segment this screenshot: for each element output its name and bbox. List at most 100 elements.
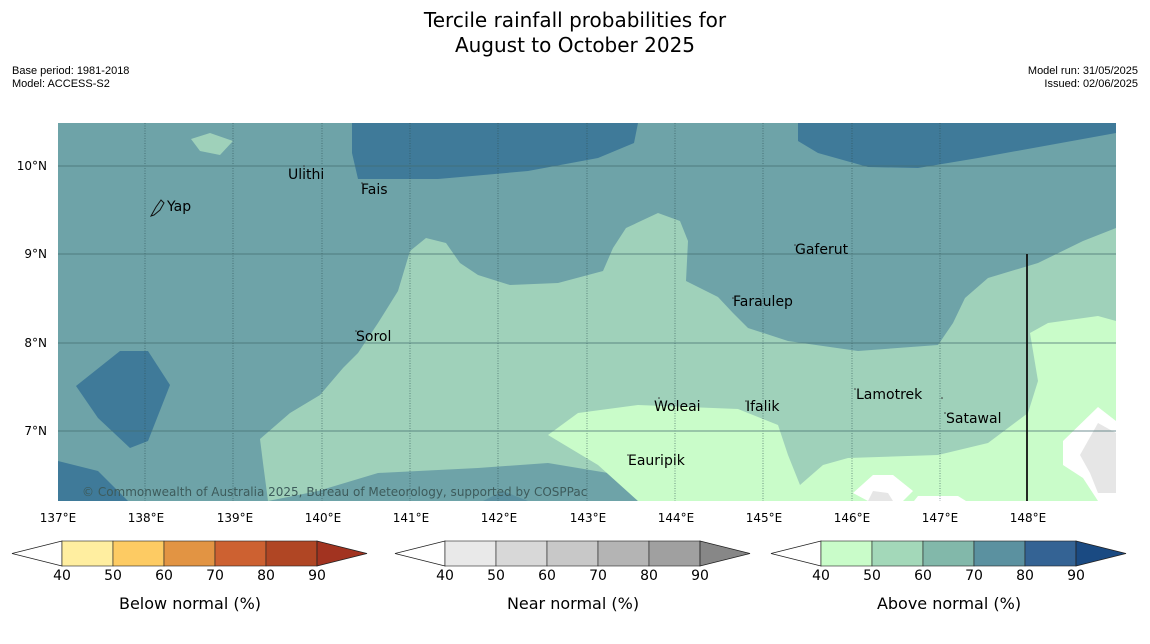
lon-label-146e: 146°E	[833, 511, 871, 525]
legend-below-normal: Below normal (%) 40 50 60 70 80 90	[10, 538, 370, 628]
colorbar-segment	[163, 540, 216, 567]
lat-label-8n: 8°N	[24, 336, 47, 350]
region-above-70-80-southwest	[58, 461, 128, 501]
chart-title: Tercile rainfall probabilities for Augus…	[0, 8, 1150, 58]
lon-label-144e: 144°E	[657, 511, 695, 525]
colorbar-extend-high	[316, 540, 368, 567]
colorbar-tick-label: 50	[104, 568, 122, 584]
place-yap: Yap	[167, 199, 192, 215]
colorbar-segment	[61, 540, 114, 567]
colorbar-tick-label: 70	[206, 568, 224, 584]
colorbar-extend-high	[699, 540, 751, 567]
place-woleai: Woleai	[654, 399, 701, 415]
lat-label-10n: 10°N	[16, 159, 47, 173]
region-above-70-80-west	[76, 351, 170, 448]
colorbar-segment	[214, 540, 267, 567]
colorbar-segment	[1024, 540, 1077, 567]
place-ulithi: Ulithi	[288, 167, 325, 183]
place-fais: Fais	[361, 182, 388, 198]
colorbar-extend-high	[1075, 540, 1127, 567]
colorbar-extend-low	[394, 540, 446, 567]
region-above-70-80-northeast	[798, 123, 1116, 168]
region-above-50-60	[260, 213, 1116, 501]
colorbar-segment	[820, 540, 873, 567]
place-eauripik: Eauripik	[628, 453, 685, 469]
lon-label-141e: 141°E	[392, 511, 430, 525]
model-name: Model: ACCESS-S2	[12, 78, 110, 90]
region-above-40-50	[548, 316, 1116, 501]
lon-label-139e: 139°E	[216, 511, 254, 525]
colorbar-segment	[922, 540, 975, 567]
colorbar-tick-label: 70	[589, 568, 607, 584]
lon-label-137e: 137°E	[39, 511, 77, 525]
place-faraulep: Faraulep	[733, 294, 793, 310]
place-satawal: Satawal	[946, 411, 1002, 427]
longitude-grid	[144, 123, 941, 501]
legend-title-below: Below normal (%)	[118, 594, 262, 613]
colorbar-segment	[871, 540, 924, 567]
colorbar-extend-low	[770, 540, 822, 567]
region-above-50-60-patch	[191, 133, 233, 155]
colorbar-segment	[597, 540, 650, 567]
colorbar-tick-label: 90	[308, 568, 326, 584]
colorbar-tick-label: 90	[691, 568, 709, 584]
lat-label-9n: 9°N	[24, 247, 47, 261]
model-run: Model run: 31/05/2025	[1027, 65, 1138, 77]
latitude-grid	[58, 165, 1116, 432]
colorbar-tick-label: 60	[155, 568, 173, 584]
region-near-white-1	[853, 475, 913, 501]
colorbar-segment	[495, 540, 548, 567]
colorbar-tick-label: 40	[812, 568, 830, 584]
region-near-normal-2	[1080, 423, 1116, 493]
map-canvas	[58, 123, 1116, 501]
base-period: Base period: 1981-2018	[12, 65, 130, 77]
colorbar-tick-label: 60	[538, 568, 556, 584]
colorbar-near-normal	[394, 540, 751, 567]
colorbar-tick-label: 80	[257, 568, 275, 584]
colorbar-tick-label: 40	[53, 568, 71, 584]
colorbar-above-normal	[770, 540, 1127, 567]
colorbar-below-normal	[11, 540, 368, 567]
colorbar-segment	[973, 540, 1026, 567]
colorbar-tick-label: 80	[1016, 568, 1034, 584]
colorbar-tick-label: 90	[1067, 568, 1085, 584]
meta-right: Model run: 31/05/2025 Issued: 02/06/2025	[1028, 65, 1138, 91]
lon-label-148e: 148°E	[1009, 511, 1047, 525]
title-line-1: Tercile rainfall probabilities for	[423, 8, 727, 32]
copyright-notice: © Commonwealth of Australia 2025, Bureau…	[82, 485, 588, 499]
region-near-normal-1	[868, 491, 893, 501]
lon-label-147e: 147°E	[921, 511, 959, 525]
colorbar-segment	[265, 540, 318, 567]
colorbar-segment	[112, 540, 165, 567]
island-markers	[303, 165, 946, 456]
lat-label-7n: 7°N	[24, 424, 47, 438]
lon-label-138e: 138°E	[127, 511, 165, 525]
colorbar-segment	[546, 540, 599, 567]
place-gaferut: Gaferut	[795, 242, 849, 258]
legend-above-normal: Above normal (%) 40 50 60 70 80 90	[769, 538, 1129, 628]
colorbar-tick-label: 60	[914, 568, 932, 584]
colorbar-segment	[648, 540, 701, 567]
title-line-2: August to October 2025	[454, 33, 696, 57]
colorbar-tick-label: 70	[965, 568, 983, 584]
issued-date: Issued: 02/06/2025	[1044, 78, 1138, 90]
lon-label-143e: 143°E	[569, 511, 607, 525]
colorbar-tick-label: 50	[863, 568, 881, 584]
place-sorol: Sorol	[356, 329, 392, 345]
probability-map	[58, 123, 1116, 501]
colorbar-segment	[444, 540, 497, 567]
lon-label-142e: 142°E	[480, 511, 518, 525]
region-above-southdip	[483, 491, 528, 501]
lon-label-145e: 145°E	[745, 511, 783, 525]
place-ifalik: Ifalik	[746, 399, 780, 415]
region-above-70-80-north	[352, 123, 638, 179]
yap-island-outline	[149, 199, 165, 217]
place-lamotrek: Lamotrek	[856, 387, 923, 403]
colorbar-tick-label: 80	[640, 568, 658, 584]
lon-label-140e: 140°E	[304, 511, 342, 525]
colorbar-extend-low	[11, 540, 63, 567]
colorbar-tick-label: 40	[436, 568, 454, 584]
legend-title-near: Near normal (%)	[506, 594, 640, 613]
meta-left: Base period: 1981-2018 Model: ACCESS-S2	[12, 65, 129, 91]
colorbar-tick-label: 50	[487, 568, 505, 584]
